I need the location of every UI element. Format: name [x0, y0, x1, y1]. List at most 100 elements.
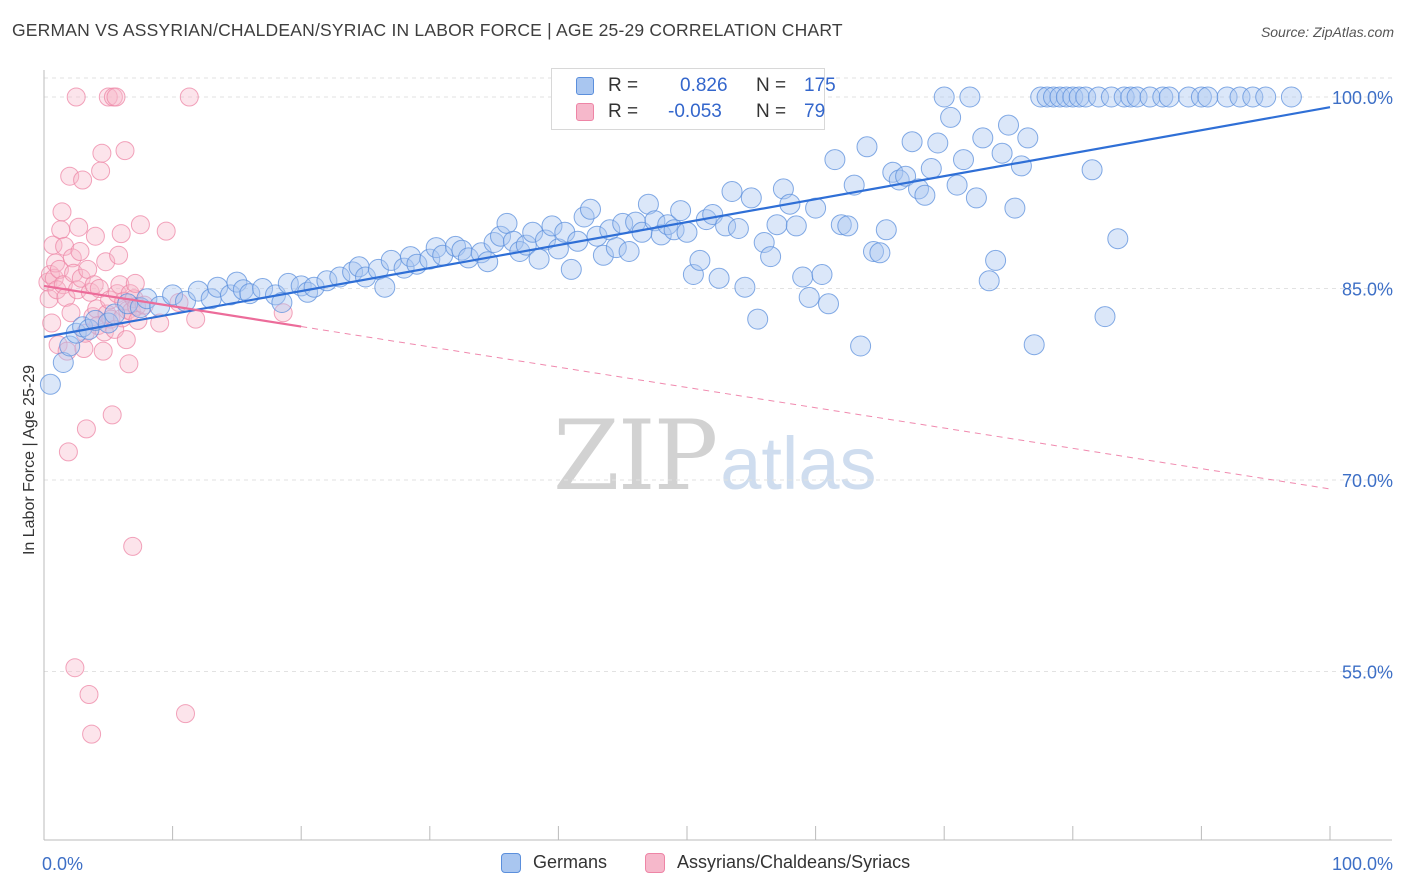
assyrian-point [91, 161, 111, 181]
legend-n-label: N = [756, 75, 787, 96]
german-point [528, 248, 550, 270]
trend-line-assyrians-extension [301, 326, 1331, 490]
assyrian-point [98, 87, 118, 107]
german-point [760, 246, 782, 268]
german-point [605, 237, 627, 259]
german-point [1120, 86, 1142, 108]
german-point [734, 276, 756, 298]
assyrian-point [61, 303, 81, 323]
german-point [708, 267, 730, 289]
german-point [1094, 306, 1116, 328]
german-point [676, 221, 698, 243]
assyrian-point [58, 442, 78, 462]
german-point [953, 149, 974, 171]
german-point [220, 284, 241, 306]
german-point [59, 335, 81, 357]
german-point [1049, 86, 1071, 108]
german-point [927, 132, 949, 154]
german-point [740, 187, 762, 209]
y-tick-label: 85.0% [1342, 280, 1393, 300]
german-point [1139, 86, 1161, 108]
assyrian-point [76, 419, 96, 439]
german-point [1280, 86, 1302, 108]
german-point [592, 244, 614, 266]
assyrian-point [109, 245, 129, 265]
assyrian-point [66, 87, 86, 107]
assyrian-point [51, 220, 71, 240]
german-point [946, 174, 968, 196]
german-point [496, 212, 518, 234]
german-point [753, 232, 775, 253]
legend-r-value: 0.826 [680, 75, 728, 96]
axes [43, 70, 1392, 841]
german-point [162, 284, 184, 306]
legend-r-value: -0.053 [668, 101, 722, 122]
assyrian-point [111, 224, 131, 244]
german-point [490, 225, 511, 247]
assyrian-point [176, 704, 195, 724]
german-point [875, 219, 897, 241]
german-point [84, 309, 106, 331]
german-point [830, 214, 852, 236]
german-point [1062, 86, 1084, 108]
assyrian-point [49, 259, 69, 279]
y-tick-label: 100.0% [1332, 88, 1393, 108]
assyrian-point [123, 536, 143, 556]
german-point [843, 174, 865, 196]
assyrian-point [60, 166, 80, 186]
assyrian-point [130, 215, 150, 235]
german-point [1010, 155, 1032, 177]
german-point [1158, 86, 1180, 108]
german-point [52, 352, 74, 373]
german-point [727, 218, 749, 239]
german-point [1055, 86, 1077, 108]
german-point [914, 184, 936, 206]
german-point [856, 136, 878, 158]
german-point [908, 178, 929, 200]
german-point [811, 264, 833, 285]
assyrian-point [97, 304, 117, 324]
series-assyrians-points [38, 87, 293, 744]
german-point [1113, 86, 1135, 108]
assyrian-point [106, 87, 126, 107]
german-point [374, 276, 396, 298]
legend-n-value: 79 [804, 101, 826, 122]
gridlines [44, 77, 1392, 672]
german-point [972, 127, 994, 149]
german-point [207, 276, 229, 298]
german-point [965, 187, 987, 209]
german-point [978, 270, 1000, 292]
german-point [1197, 86, 1219, 108]
assyrian-point [116, 330, 136, 350]
assyrian-point [156, 221, 176, 241]
series-germans-points [39, 86, 1302, 395]
legend-n-label: N = [756, 101, 787, 122]
assyrian-point [73, 170, 93, 190]
german-point [1004, 197, 1026, 219]
y-tick-label: 70.0% [1342, 471, 1393, 491]
german-point [477, 251, 499, 273]
german-point [869, 242, 891, 264]
german-point [650, 224, 672, 246]
assyrian-point [52, 202, 72, 222]
tick-labels: 55.0% 70.0% 85.0% 100.0% 0.0% 100.0% [42, 88, 1393, 874]
assyrian-point [93, 341, 113, 361]
german-point [682, 264, 704, 285]
german-point [824, 149, 846, 171]
assyrian-point [85, 226, 105, 246]
trend-line-germans [43, 106, 1331, 339]
german-point [747, 308, 769, 330]
german-point [689, 249, 711, 271]
german-point [1216, 86, 1238, 108]
german-point [670, 200, 692, 222]
watermark: ZIPatlas [553, 400, 877, 512]
legend-swatch-pink [576, 103, 594, 121]
chart-title: GERMAN VS ASSYRIAN/CHALDEAN/SYRIAC IN LA… [12, 20, 843, 40]
assyrian-point [115, 141, 135, 161]
german-point [1229, 86, 1251, 108]
assyrian-point [65, 658, 85, 678]
german-point [1242, 86, 1264, 108]
german-point [541, 215, 563, 237]
german-point [721, 181, 743, 202]
